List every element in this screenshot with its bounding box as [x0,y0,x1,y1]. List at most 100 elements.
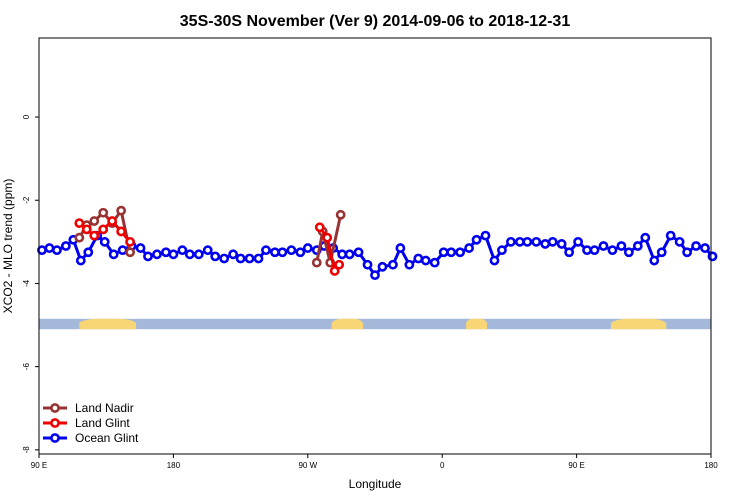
y-tick-label: 0 [22,114,31,119]
ocean-glint-point [691,241,701,251]
land-glint-point [98,224,109,235]
land-glint-point [107,216,118,226]
ocean-glint-point [420,255,431,266]
legend-swatch-marker [50,403,60,413]
ocean-glint-point [429,257,440,268]
ocean-glint-point [640,232,651,243]
x-axis: 90 E 180 90 W 0 90 E 180 [31,454,718,470]
ocean-glint-point [219,253,230,264]
ocean-glint-point [253,253,264,264]
ocean-glint-point [177,245,188,256]
land-nadir-line-1 [315,214,343,263]
ocean-glint-point [514,236,525,247]
ocean-glint-point [388,259,398,270]
ocean-glint-point [438,247,449,258]
land-glint-point [81,224,92,235]
x-tick-label: 90 E [568,461,584,470]
land-glint-point [116,226,127,237]
ocean-glint-point [52,245,62,256]
ocean-glint-point [202,245,213,256]
ocean-glint-point [302,243,313,253]
y-tick-label: -6 [22,363,31,371]
y-axis: 0 -2 -4 -6 -8 [22,114,39,453]
ocean-glint-point [489,255,500,266]
ocean-glint-point [99,236,110,247]
legend-label: Ocean Glint [75,431,139,445]
ocean-glint-point [143,251,153,262]
land-segment-3 [610,318,667,330]
legend-item-land-nadir: Land Nadir [43,401,134,415]
ocean-glint-point [337,249,348,260]
land-segment-0 [79,318,137,330]
y-tick-label: -2 [22,196,31,204]
x-tick-label: 180 [704,461,718,470]
ocean-glint-point [184,249,195,260]
ocean-band [39,318,711,330]
ocean-glint-point [413,253,424,264]
y-tick-label: -4 [22,279,31,287]
ocean-glint-point [707,251,718,262]
land-nadir-point [311,257,322,268]
ocean-glint-point [83,247,94,258]
ocean-glint-point [497,245,507,256]
land-segment-1 [331,318,364,330]
legend-item-land-glint: Land Glint [43,416,130,430]
land-glint-point [125,236,135,247]
ocean-glint-point [193,249,204,260]
ocean-glint-point [135,243,146,253]
ocean-glint-point [270,247,280,258]
ocean-glint-point [556,239,567,249]
ocean-glint-point [623,247,634,258]
ocean-glint-point [505,236,516,247]
x-tick-label: 90 W [298,461,317,470]
ocean-glint-point [353,247,364,258]
series-land-glint [74,216,345,276]
ocean-glint-point [244,253,255,264]
x-tick-label: 0 [440,461,445,470]
land-glint-point [329,266,340,276]
ocean-glint-point [589,245,600,256]
land-glint-point [314,222,325,233]
ocean-glint-point [108,249,119,260]
ocean-glint-point [44,243,55,253]
land-nadir-point [98,207,109,218]
ocean-glint-point [210,251,221,262]
ocean-glint-point [607,245,618,256]
land-segment-2 [466,318,487,330]
ocean-glint-point [656,247,667,258]
ocean-glint-point [295,247,306,258]
ocean-glint-point [480,230,491,241]
land-nadir-point [74,232,85,243]
ocean-glint-point [531,236,542,247]
ocean-glint-line-0 [41,233,714,278]
series-ocean-glint [37,230,718,281]
ocean-glint-point [60,241,71,251]
ocean-glint-point [277,247,288,258]
y-tick-label: -8 [22,446,31,454]
series-layer [37,205,718,281]
ocean-glint-point [573,236,583,247]
land-glint-point [334,259,345,270]
ocean-glint-point [377,261,388,272]
ocean-glint-point [471,234,482,245]
land-nadir-point [335,209,346,220]
ocean-glint-point [235,253,246,264]
land-glint-point [74,218,85,229]
ocean-glint-point [582,245,592,256]
ocean-glint-point [674,236,685,247]
ocean-glint-point [117,245,128,256]
ocean-glint-point [344,249,355,260]
land-nadir-point [89,216,100,226]
ocean-glint-point [362,259,373,270]
ocean-glint-point [700,243,710,253]
ocean-glint-point [632,241,643,251]
ocean-glint-point [564,247,575,258]
legend-label: Land Nadir [75,401,134,415]
ocean-glint-point [261,245,271,256]
ocean-glint-point [395,243,406,253]
ocean-glint-point [370,270,380,281]
ocean-glint-point [75,255,86,266]
legend-label: Land Glint [75,416,130,430]
